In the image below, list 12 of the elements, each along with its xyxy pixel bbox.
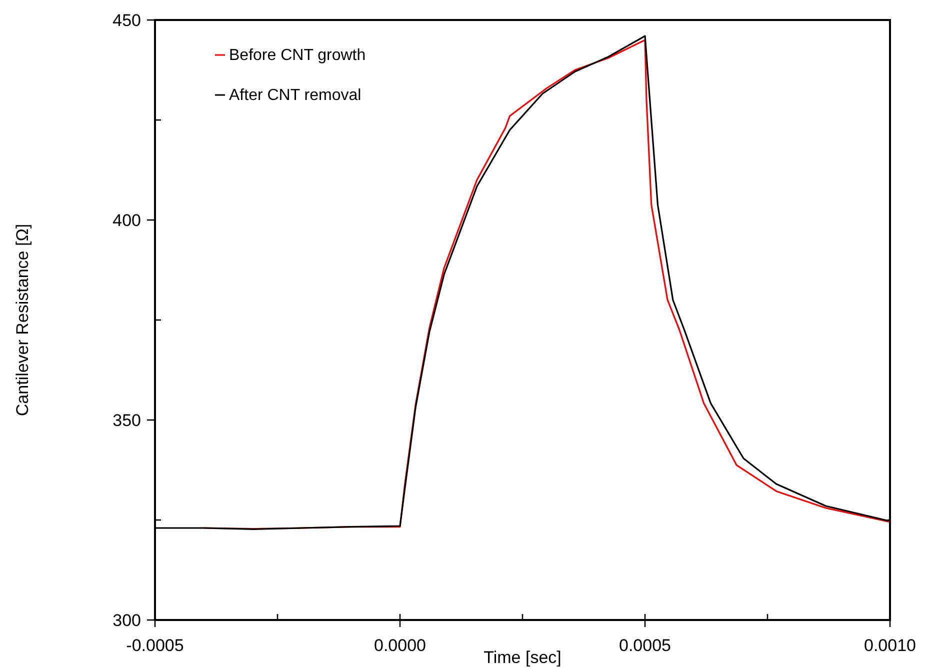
y-tick-label: 300 (112, 611, 141, 630)
x-tick-label: -0.0005 (126, 636, 184, 655)
x-tick-label: 0.0000 (374, 636, 426, 655)
y-tick-label: 350 (112, 411, 141, 430)
legend-label: After CNT removal (229, 87, 362, 104)
x-axis-title: Time [sec] (484, 648, 562, 667)
legend-label: Before CNT growth (229, 47, 366, 64)
y-axis-title: Cantilever Resistance [Ω] (13, 224, 32, 416)
y-tick-label: 450 (112, 11, 141, 30)
x-tick-label: 0.0010 (864, 636, 916, 655)
x-tick-label: 0.0005 (619, 636, 671, 655)
y-tick-label: 400 (112, 211, 141, 230)
